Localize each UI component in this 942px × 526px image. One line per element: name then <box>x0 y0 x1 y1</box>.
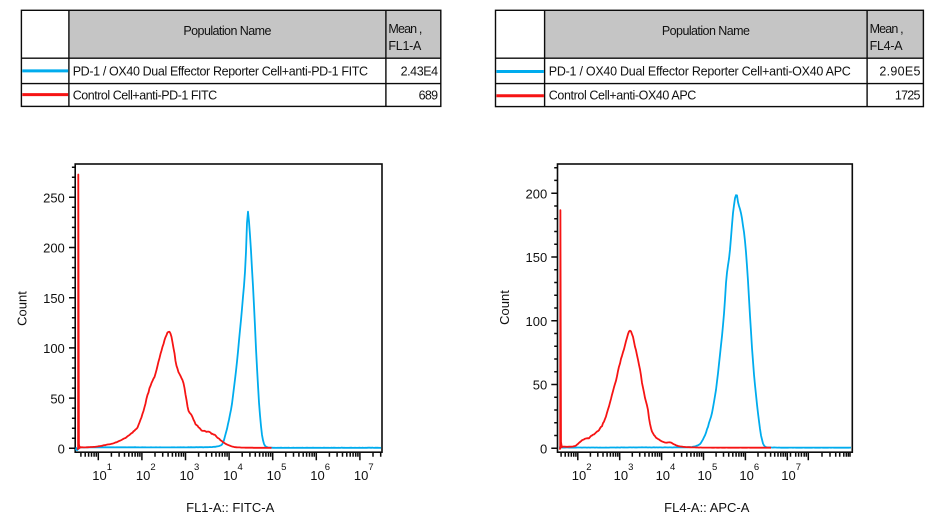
svg-text:10: 10 <box>697 468 711 483</box>
svg-text:PD-1 / OX40 Dual Effector Repo: PD-1 / OX40 Dual Effector Reporter Cell+… <box>73 64 368 78</box>
svg-text:Control Cell+anti-PD-1 FITC: Control Cell+anti-PD-1 FITC <box>73 88 218 102</box>
svg-text:3: 3 <box>628 462 633 473</box>
svg-text:2.90E5: 2.90E5 <box>879 64 920 78</box>
svg-text:PD-1 / OX40 Dual Effector Repo: PD-1 / OX40 Dual Effector Reporter Cell+… <box>549 64 851 78</box>
svg-text:0: 0 <box>58 442 65 457</box>
svg-text:10: 10 <box>739 468 753 483</box>
svg-text:200: 200 <box>525 186 547 201</box>
svg-text:Population Name: Population Name <box>662 24 750 38</box>
svg-text:4: 4 <box>238 462 243 473</box>
svg-text:0: 0 <box>540 442 547 457</box>
svg-text:10: 10 <box>614 468 628 483</box>
svg-text:2: 2 <box>150 462 155 473</box>
svg-text:10: 10 <box>354 468 368 483</box>
svg-text:10: 10 <box>310 468 324 483</box>
svg-text:10: 10 <box>179 468 193 483</box>
svg-text:10: 10 <box>267 468 281 483</box>
svg-text:10: 10 <box>781 468 795 483</box>
svg-text:689: 689 <box>419 88 439 102</box>
svg-text:10: 10 <box>656 468 670 483</box>
svg-text:FL1-A: FL1-A <box>388 39 422 53</box>
svg-text:5: 5 <box>712 462 717 473</box>
svg-text:3: 3 <box>194 462 199 473</box>
svg-text:10: 10 <box>572 468 586 483</box>
svg-text:2.43E4: 2.43E4 <box>401 64 439 78</box>
svg-text:Count: Count <box>15 291 30 326</box>
svg-text:10: 10 <box>136 468 150 483</box>
svg-text:Mean ,: Mean , <box>388 22 422 36</box>
svg-text:Count: Count <box>497 290 512 325</box>
svg-text:7: 7 <box>796 462 801 473</box>
svg-text:10: 10 <box>92 468 106 483</box>
svg-text:FL4-A: FL4-A <box>870 39 904 53</box>
svg-text:7: 7 <box>368 462 373 473</box>
svg-text:10: 10 <box>223 468 237 483</box>
svg-text:2: 2 <box>586 462 591 473</box>
svg-text:6: 6 <box>754 462 759 473</box>
svg-text:5: 5 <box>281 462 286 473</box>
svg-text:150: 150 <box>525 250 547 265</box>
svg-text:250: 250 <box>43 191 65 206</box>
svg-text:200: 200 <box>43 241 65 256</box>
svg-text:100: 100 <box>43 341 65 356</box>
svg-text:150: 150 <box>43 291 65 306</box>
svg-text:1: 1 <box>107 462 112 473</box>
svg-text:FL4-A:: APC-A: FL4-A:: APC-A <box>664 500 750 515</box>
svg-text:4: 4 <box>670 462 675 473</box>
svg-text:50: 50 <box>50 391 64 406</box>
svg-text:1725: 1725 <box>895 88 921 102</box>
svg-text:6: 6 <box>325 462 330 473</box>
svg-text:100: 100 <box>525 314 547 329</box>
svg-text:Population Name: Population Name <box>183 24 271 38</box>
svg-text:Control Cell+anti-OX40 APC: Control Cell+anti-OX40 APC <box>549 88 697 102</box>
svg-text:Mean ,: Mean , <box>870 22 904 36</box>
svg-text:FL1-A:: FITC-A: FL1-A:: FITC-A <box>186 500 274 515</box>
svg-text:50: 50 <box>533 378 547 393</box>
